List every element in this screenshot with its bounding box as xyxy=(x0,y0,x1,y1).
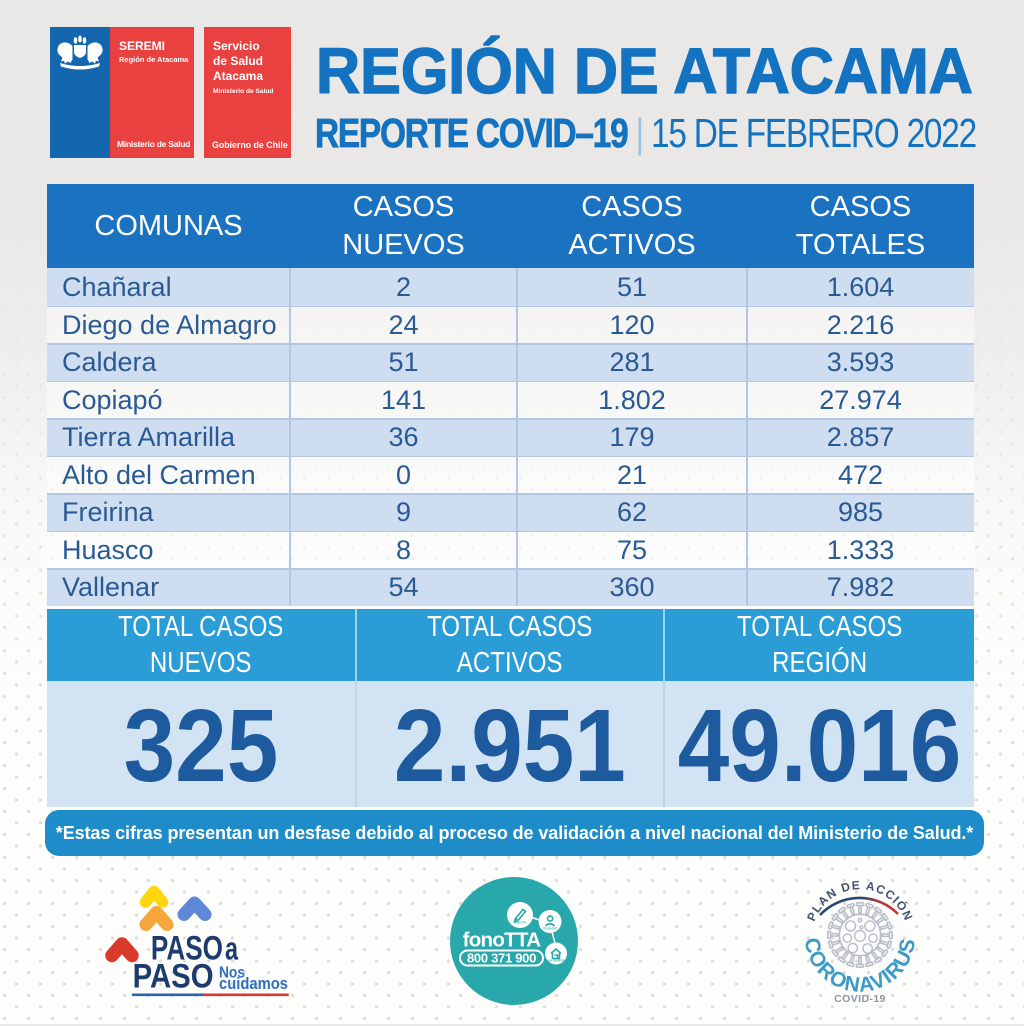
svg-text:800 371 900: 800 371 900 xyxy=(467,951,536,966)
svg-text:cuidamos: cuidamos xyxy=(219,975,288,993)
svg-text:COVID-19: COVID-19 xyxy=(834,993,886,1005)
svg-text:SALUD RESP: SALUD RESP xyxy=(548,959,565,963)
svg-text:PASO: PASO xyxy=(151,929,223,967)
svg-text:fonoTTA: fonoTTA xyxy=(463,929,542,952)
svg-text:FONOTTA: FONOTTA xyxy=(514,921,526,925)
svg-text:PASO: PASO xyxy=(133,957,214,995)
svg-text:a: a xyxy=(225,930,238,966)
svg-text:TELEASIST: TELEASIST xyxy=(543,927,558,931)
svg-text:Nos: Nos xyxy=(219,965,245,982)
